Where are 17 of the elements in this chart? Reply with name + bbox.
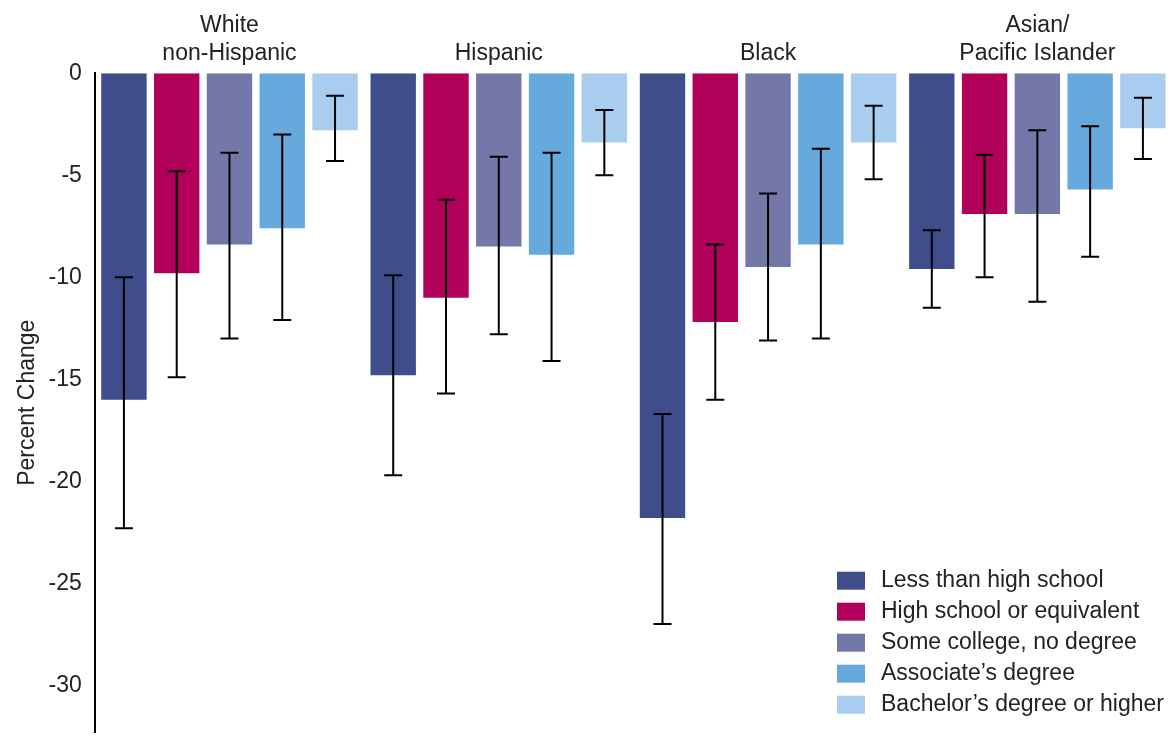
legend-label: Bachelor’s degree or higher bbox=[881, 690, 1165, 717]
y-tick-label: 0 bbox=[69, 58, 82, 85]
y-tick-label: -15 bbox=[48, 364, 82, 391]
x-tick-label: Hispanic bbox=[454, 38, 543, 65]
y-tick-label: -10 bbox=[48, 262, 82, 289]
x-tick-label: White non-Hispanic bbox=[162, 11, 297, 65]
y-tick-label: -30 bbox=[48, 670, 82, 697]
x-tick-label: Black bbox=[739, 38, 797, 65]
legend-label: Some college, no degree bbox=[881, 628, 1137, 655]
y-tick-label: -25 bbox=[48, 568, 82, 595]
x-tick-label: Asian/ Pacific Islander bbox=[959, 11, 1116, 65]
legend-label: Associate’s degree bbox=[881, 659, 1075, 686]
legend-label: Less than high school bbox=[881, 566, 1104, 593]
legend-label: High school or equivalent bbox=[881, 597, 1140, 624]
y-tick-label: -5 bbox=[61, 160, 82, 187]
y-tick-label: -20 bbox=[48, 466, 82, 493]
y-axis-title: Percent Change bbox=[13, 319, 40, 486]
